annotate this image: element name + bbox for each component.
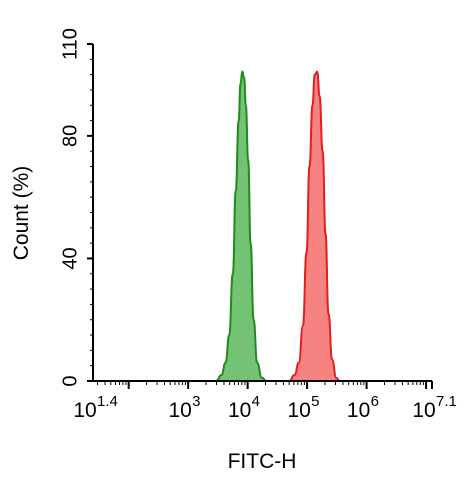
x-tick-exponent-0: 1.4: [97, 393, 118, 410]
x-tick-exponent-5: 7.1: [436, 393, 457, 410]
y-tick-label-2: 80: [59, 125, 81, 147]
x-tick-label-3: 10: [287, 399, 310, 422]
x-tick-label-0: 10: [73, 399, 96, 422]
x-tick-exponent-2: 4: [252, 393, 260, 410]
series-2-outline: [289, 70, 341, 382]
x-tick-exponent-4: 6: [371, 393, 379, 410]
x-axis-label: FITC-H: [228, 450, 297, 473]
y-tick-label-3: 110: [59, 28, 81, 60]
series-2-fill: [289, 71, 340, 381]
y-tick-label-0: 0: [59, 375, 81, 386]
x-tick-label-2: 10: [228, 399, 251, 422]
y-tick-label-1: 40: [59, 247, 81, 269]
x-tick-exponent-3: 5: [311, 393, 319, 410]
x-tick-label-5: 10: [412, 399, 435, 422]
x-tick-exponent-1: 3: [192, 393, 200, 410]
series-1-fill: [216, 71, 267, 381]
x-tick-label-4: 10: [347, 399, 370, 422]
x-tick-label-1: 10: [168, 399, 191, 422]
series-1-outline: [215, 70, 267, 382]
y-axis-label: Count (%): [10, 166, 33, 261]
